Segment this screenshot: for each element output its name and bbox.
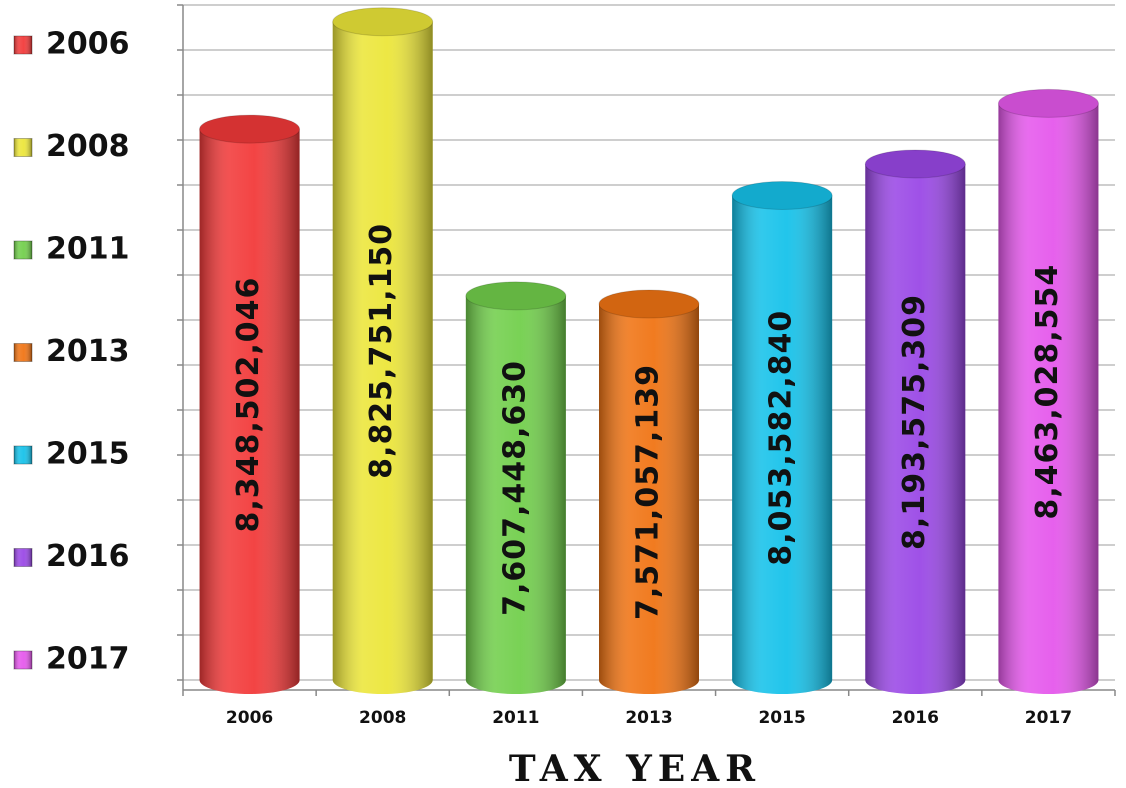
legend-label: 2013 xyxy=(46,334,130,369)
bar-top xyxy=(199,114,301,144)
bar-top-shade xyxy=(465,281,566,310)
bar-top-shade xyxy=(732,181,833,210)
bar-group: 7,571,057,139 xyxy=(598,289,700,694)
data-label: 7,607,448,630 xyxy=(497,360,532,616)
legend-label: 2011 xyxy=(46,232,130,267)
bar-top-shade xyxy=(998,89,1099,118)
x-tick-label: 2008 xyxy=(359,708,406,728)
data-label: 7,571,057,139 xyxy=(631,364,666,620)
data-label: 8,463,028,554 xyxy=(1030,264,1065,520)
legend-label: 2006 xyxy=(46,27,130,62)
bar-top xyxy=(731,180,833,210)
bar-group: 8,825,751,150 xyxy=(332,7,434,694)
legend-swatch-shade xyxy=(14,36,32,54)
bar-group: 8,463,028,554 xyxy=(997,88,1099,694)
legend-swatch-shade xyxy=(14,343,32,362)
legend-label: 2016 xyxy=(46,539,130,574)
x-tick-label: 2017 xyxy=(1025,708,1072,728)
legend-swatch-shade xyxy=(14,446,32,464)
data-label: 8,348,502,046 xyxy=(231,277,266,533)
bar-group: 7,607,448,630 xyxy=(465,281,567,694)
legend-swatch-shade xyxy=(14,241,32,259)
bar-top xyxy=(864,149,966,179)
bar-group: 8,053,582,840 xyxy=(731,180,833,694)
x-tick-label: 2011 xyxy=(492,708,539,728)
data-label: 8,825,751,150 xyxy=(364,223,399,479)
bar-group: 8,193,575,309 xyxy=(864,149,966,694)
bar-shade xyxy=(865,163,966,680)
bar-shade xyxy=(599,304,699,680)
bar-group: 8,348,502,046 xyxy=(199,114,301,694)
legend-label: 2015 xyxy=(46,437,130,472)
x-tick-label: 2006 xyxy=(226,708,273,728)
legend-swatch-shade xyxy=(14,548,32,567)
bar-shade xyxy=(199,129,300,680)
x-tick-label: 2015 xyxy=(758,708,805,728)
x-tick-label: 2013 xyxy=(625,708,672,728)
x-tick-label: 2016 xyxy=(892,708,939,728)
bar-top-shade xyxy=(332,7,433,36)
legend-swatch-shade xyxy=(14,651,32,669)
bar-top-shade xyxy=(865,149,966,178)
legend-swatch-shade xyxy=(14,138,32,157)
bar-shade xyxy=(998,103,1099,680)
bar-top-shade xyxy=(599,290,699,319)
bar-top-shade xyxy=(199,115,300,144)
x-axis-title: TAX YEAR xyxy=(509,748,761,788)
bar-top xyxy=(598,289,700,319)
bar-shade xyxy=(732,195,833,681)
legend-label: 2008 xyxy=(46,129,130,164)
bar-top xyxy=(332,7,434,37)
bar-top xyxy=(997,88,1099,118)
legend-label: 2017 xyxy=(46,642,130,677)
bar-shade xyxy=(332,21,433,680)
data-label: 8,053,582,840 xyxy=(764,310,799,566)
bar-shade xyxy=(465,295,566,680)
data-label: 8,193,575,309 xyxy=(897,294,932,550)
bar-top xyxy=(465,281,567,311)
